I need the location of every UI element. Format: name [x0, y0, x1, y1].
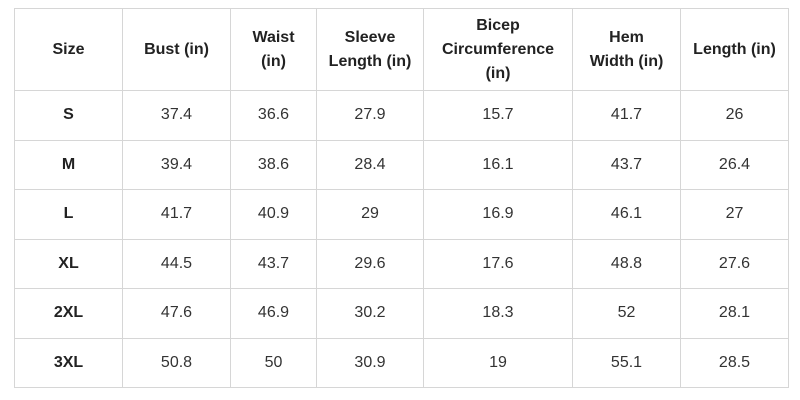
- measurement-cell: 43.7: [230, 238, 317, 289]
- measurement-cell: 26.4: [680, 139, 789, 190]
- table-row: S 37.4 36.6 27.9 15.7 41.7 26: [14, 90, 789, 141]
- header-cell: Bust (in): [122, 8, 231, 91]
- header-cell: Size: [14, 8, 123, 91]
- measurement-cell: 30.2: [316, 288, 424, 339]
- measurement-cell: 28.4: [316, 139, 424, 190]
- measurement-cell: 55.1: [572, 337, 681, 388]
- header-cell: Length (in): [680, 8, 789, 91]
- table-row: 3XL 50.8 50 30.9 19 55.1 28.5: [14, 337, 789, 388]
- measurement-cell: 28.1: [680, 288, 789, 339]
- measurement-cell: 37.4: [122, 90, 231, 141]
- header-cell: Hem Width (in): [572, 8, 681, 91]
- measurement-cell: 29: [316, 189, 424, 240]
- header-row: Size Bust (in) Waist (in) Sleeve Length (in…: [14, 8, 789, 91]
- size-cell: XL: [14, 238, 123, 289]
- measurement-cell: 19: [423, 337, 573, 388]
- measurement-cell: 38.6: [230, 139, 317, 190]
- measurement-cell: 48.8: [572, 238, 681, 289]
- measurement-cell: 39.4: [122, 139, 231, 190]
- measurement-cell: 41.7: [122, 189, 231, 240]
- size-cell: M: [14, 139, 123, 190]
- table-row: M 39.4 38.6 28.4 16.1 43.7 26.4: [14, 139, 789, 190]
- table-row: 2XL 47.6 46.9 30.2 18.3 52 28.1: [14, 288, 789, 339]
- measurement-cell: 47.6: [122, 288, 231, 339]
- measurement-cell: 27: [680, 189, 789, 240]
- size-cell: 3XL: [14, 337, 123, 388]
- measurement-cell: 29.6: [316, 238, 424, 289]
- measurement-cell: 40.9: [230, 189, 317, 240]
- measurement-cell: 28.5: [680, 337, 789, 388]
- table-body: S 37.4 36.6 27.9 15.7 41.7 26 M 39.4 38.6 28.4 16.1…: [14, 90, 789, 388]
- measurement-cell: 27.6: [680, 238, 789, 289]
- measurement-cell: 30.9: [316, 337, 424, 388]
- measurement-cell: 27.9: [316, 90, 424, 141]
- measurement-cell: 46.1: [572, 189, 681, 240]
- measurement-cell: 44.5: [122, 238, 231, 289]
- size-cell: 2XL: [14, 288, 123, 339]
- measurement-cell: 17.6: [423, 238, 573, 289]
- measurement-cell: 26: [680, 90, 789, 141]
- measurement-cell: 50.8: [122, 337, 231, 388]
- measurement-cell: 36.6: [230, 90, 317, 141]
- measurement-cell: 52: [572, 288, 681, 339]
- measurement-cell: 50: [230, 337, 317, 388]
- size-cell: S: [14, 90, 123, 141]
- header-cell: Sleeve Length (in): [316, 8, 424, 91]
- measurement-cell: 15.7: [423, 90, 573, 141]
- header-cell: Bicep Circumference (in): [423, 8, 573, 91]
- measurement-cell: 16.1: [423, 139, 573, 190]
- size-table: Size Bust (in) Waist (in) Sleeve Length (in…: [14, 8, 789, 388]
- measurement-cell: 16.9: [423, 189, 573, 240]
- header-cell: Waist (in): [230, 8, 317, 91]
- measurement-cell: 18.3: [423, 288, 573, 339]
- measurement-cell: 43.7: [572, 139, 681, 190]
- size-cell: L: [14, 189, 123, 240]
- measurement-cell: 41.7: [572, 90, 681, 141]
- table-row: L 41.7 40.9 29 16.9 46.1 27: [14, 189, 789, 240]
- table-row: XL 44.5 43.7 29.6 17.6 48.8 27.6: [14, 238, 789, 289]
- measurement-cell: 46.9: [230, 288, 317, 339]
